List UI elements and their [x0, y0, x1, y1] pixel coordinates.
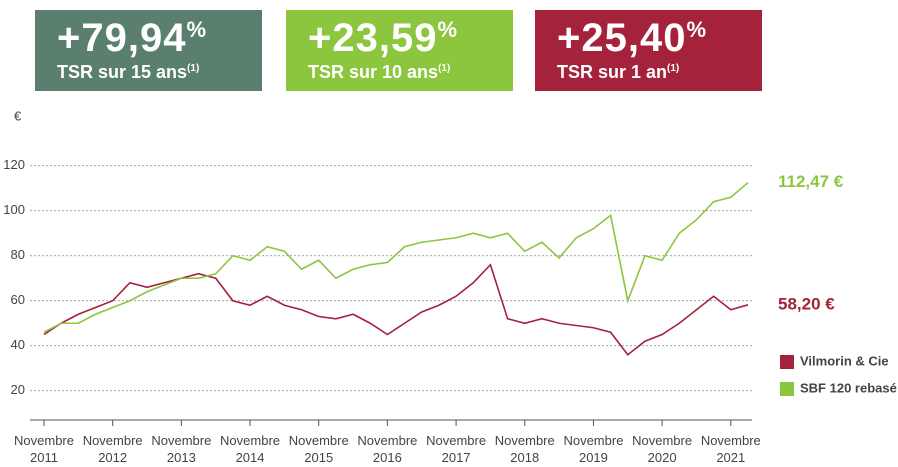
stat-box: +79,94% TSR sur 15 ans(1)	[35, 10, 262, 91]
stat-box: +23,59% TSR sur 10 ans(1)	[286, 10, 513, 91]
label: TSR sur 10 ans	[308, 62, 439, 82]
unit: %	[186, 17, 208, 42]
x-tick-label: Novembre 2014	[220, 433, 281, 465]
x-tick-label: Novembre 2020	[632, 433, 693, 465]
stat-label: TSR sur 10 ans(1)	[308, 62, 450, 83]
value: +79,94	[57, 16, 187, 60]
stat-label: TSR sur 1 an(1)	[557, 62, 679, 83]
label: TSR sur 1 an	[557, 62, 668, 82]
stat-value: +79,94%	[57, 16, 207, 61]
x-tick-label: Novembre 2018	[494, 433, 555, 465]
value: +23,59	[308, 16, 438, 60]
unit: %	[437, 17, 459, 42]
series-line	[43, 263, 749, 356]
legend-label: Vilmorin & Cie	[800, 353, 889, 368]
x-tick-label: Novembre 2013	[151, 433, 212, 465]
end-label: 112,47 €	[778, 172, 844, 191]
stat-value: +23,59%	[308, 16, 458, 61]
note: (1)	[187, 63, 200, 74]
legend-label: SBF 120 rebasé	[800, 380, 897, 395]
x-tick-label: Novembre 2016	[357, 433, 418, 465]
x-tick-label: Novembre 2011	[14, 433, 74, 465]
y-tick-label: 40	[11, 337, 25, 352]
stat-value: +25,40%	[557, 16, 707, 61]
x-tick-label: Novembre 2017	[426, 433, 487, 465]
stat-label: TSR sur 15 ans(1)	[57, 62, 199, 83]
end-label: 58,20 €	[778, 294, 835, 313]
x-tick-label: Novembre 2019	[563, 433, 624, 465]
note: (1)	[667, 63, 680, 74]
series-line	[43, 182, 749, 333]
note: (1)	[438, 63, 451, 74]
legend-swatch	[780, 355, 794, 369]
unit: %	[686, 17, 708, 42]
x-tick-label: Novembre 2015	[288, 433, 349, 465]
y-tick-label: 120	[3, 157, 25, 172]
y-tick-label: 100	[3, 202, 25, 217]
legend-swatch	[780, 382, 794, 396]
x-tick-label: Novembre 2012	[82, 433, 143, 465]
x-tick-label: Novembre 2021	[700, 433, 761, 465]
label: TSR sur 15 ans	[57, 62, 188, 82]
value: +25,40	[557, 16, 687, 60]
y-tick-label: 80	[11, 247, 25, 262]
stat-box: +25,40% TSR sur 1 an(1)	[535, 10, 762, 91]
y-tick-label: 60	[11, 292, 25, 307]
y-tick-label: 20	[11, 382, 25, 397]
y-axis-label: €	[14, 108, 22, 123]
